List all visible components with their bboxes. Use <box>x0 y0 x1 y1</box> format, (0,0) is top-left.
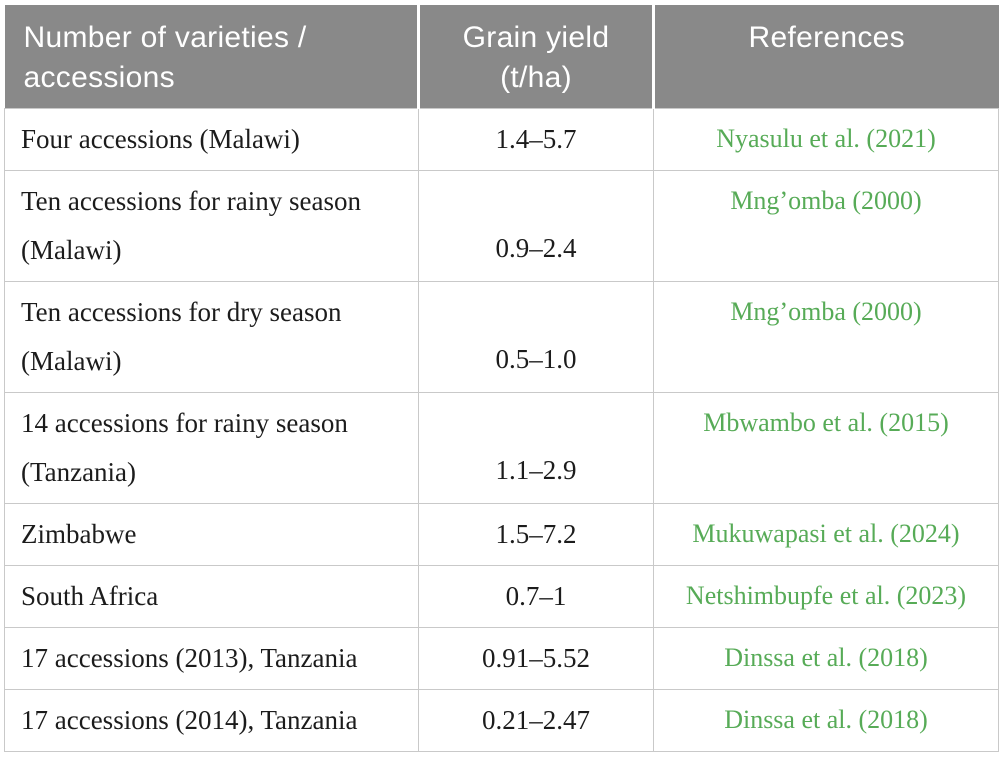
reference-cell: Mng’omba (2000) <box>653 169 999 282</box>
reference-link[interactable]: Mng’omba (2000) <box>730 296 922 326</box>
reference-link[interactable]: Mng’omba (2000) <box>730 185 922 215</box>
table-row: South Africa 0.7–1 Netshimbupfe et al. (… <box>4 564 999 628</box>
table-row: Zimbabwe 1.5–7.2 Mukuwapasi et al. (2024… <box>4 502 999 566</box>
varieties-cell: Four accessions (Malawi) <box>4 107 419 171</box>
reference-link[interactable]: Nyasulu et al. (2021) <box>716 124 936 153</box>
page: Number of varieties / accessions Grain y… <box>4 5 999 752</box>
table-row: 17 accessions (2014), Tanzania 0.21–2.47… <box>4 688 999 752</box>
reference-cell: Mbwambo et al. (2015) <box>653 391 999 504</box>
grain-yield-table: Number of varieties / accessions Grain y… <box>4 5 999 752</box>
reference-link[interactable]: Mukuwapasi et al. (2024) <box>692 519 960 548</box>
reference-cell: Dinssa et al. (2018) <box>653 688 999 752</box>
varieties-cell: Zimbabwe <box>4 502 419 566</box>
grain-yield-cell: 1.5–7.2 <box>418 502 654 566</box>
reference-link[interactable]: Netshimbupfe et al. (2023) <box>685 581 967 610</box>
reference-link[interactable]: Mbwambo et al. (2015) <box>703 407 949 437</box>
table-row: Ten accessions for dry season (Malawi) 0… <box>4 280 999 393</box>
grain-yield-cell: 0.91–5.52 <box>418 626 654 690</box>
reference-cell: Netshimbupfe et al. (2023) <box>653 564 999 628</box>
reference-link[interactable]: Dinssa et al. (2018) <box>724 705 928 734</box>
reference-link[interactable]: Dinssa et al. (2018) <box>724 643 928 672</box>
reference-cell: Mng’omba (2000) <box>653 280 999 393</box>
varieties-cell: 14 accessions for rainy season (Tanzania… <box>4 391 419 504</box>
col-header-varieties: Number of varieties / accessions <box>4 5 419 108</box>
varieties-cell: Ten accessions for dry season (Malawi) <box>4 280 419 393</box>
table-row: Ten accessions for rainy season (Malawi)… <box>4 169 999 282</box>
grain-yield-cell: 0.5–1.0 <box>418 280 654 393</box>
varieties-cell: 17 accessions (2013), Tanzania <box>4 626 419 690</box>
grain-yield-cell: 0.7–1 <box>418 564 654 628</box>
header-row: Number of varieties / accessions Grain y… <box>4 5 999 108</box>
table-body: Four accessions (Malawi) 1.4–5.7 Nyasulu… <box>4 107 999 752</box>
grain-yield-cell: 1.4–5.7 <box>418 107 654 171</box>
reference-cell: Mukuwapasi et al. (2024) <box>653 502 999 566</box>
grain-yield-cell: 1.1–2.9 <box>418 391 654 504</box>
col-header-grain-yield: Grain yield (t/ha) <box>417 5 654 108</box>
table-header: Number of varieties / accessions Grain y… <box>4 5 999 108</box>
grain-yield-cell: 0.9–2.4 <box>418 169 654 282</box>
grain-yield-cell: 0.21–2.47 <box>418 688 654 752</box>
table-row: 17 accessions (2013), Tanzania 0.91–5.52… <box>4 626 999 690</box>
table-row: 14 accessions for rainy season (Tanzania… <box>4 391 999 504</box>
varieties-cell: Ten accessions for rainy season (Malawi) <box>4 169 419 282</box>
reference-cell: Dinssa et al. (2018) <box>653 626 999 690</box>
col-header-references: References <box>652 5 999 108</box>
varieties-cell: South Africa <box>4 564 419 628</box>
reference-cell: Nyasulu et al. (2021) <box>653 107 999 171</box>
table-row: Four accessions (Malawi) 1.4–5.7 Nyasulu… <box>4 107 999 171</box>
varieties-cell: 17 accessions (2014), Tanzania <box>4 688 419 752</box>
